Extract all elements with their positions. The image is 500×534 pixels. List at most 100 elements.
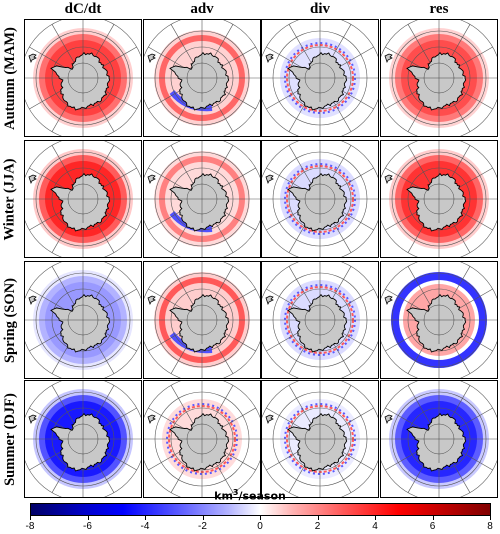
antarctica-landmass: [287, 413, 348, 472]
map-panel-spring-div: [261, 261, 379, 379]
land-graticule: [296, 175, 344, 223]
colorbar-tick: [490, 516, 491, 520]
south-america-tip: [28, 53, 37, 64]
land-graticule: [59, 296, 107, 344]
antarctica-landmass: [287, 52, 348, 111]
land-graticule: [59, 415, 107, 463]
antarctica-landmass: [50, 294, 111, 353]
map-panel-spring-res: [380, 261, 498, 379]
colorbar-tick: [87, 516, 89, 520]
south-america-tip: [28, 174, 37, 185]
land-graticule: [296, 296, 344, 344]
column-header-dcdt: dC/dt: [64, 1, 102, 17]
colorbar-tick-label: 8: [487, 521, 493, 532]
south-america-tip: [147, 295, 156, 306]
south-america-tip: [147, 53, 156, 64]
map-panel-spring-adv: [143, 261, 261, 379]
land-graticule: [415, 175, 463, 223]
antarctica-landmass: [50, 173, 111, 232]
colorbar-tick-label: -4: [140, 521, 150, 532]
polar-map: [262, 141, 378, 257]
colorbar-tick-label: 4: [372, 521, 378, 532]
map-panel-autumn-res: [380, 19, 498, 137]
colorbar-tick-label: 6: [429, 521, 436, 532]
row-header-autumn: Autumn (MAM): [1, 26, 18, 130]
land-graticule: [296, 54, 344, 102]
polar-map: [381, 141, 497, 257]
map-panel-summer-res: [380, 380, 498, 498]
map-panel-summer-div: [261, 380, 379, 498]
polar-map: [144, 381, 260, 497]
antarctica-landmass: [287, 294, 348, 353]
colorbar-tick-label: 0: [257, 521, 263, 532]
south-america-tip: [147, 174, 156, 185]
south-america-tip: [384, 53, 393, 64]
column-header-adv: adv: [190, 1, 214, 17]
land-graticule: [415, 296, 463, 344]
south-america-tip: [265, 174, 274, 185]
polar-map: [381, 20, 497, 136]
land-graticule: [296, 415, 344, 463]
antarctica-landmass: [169, 413, 230, 472]
land-graticule: [59, 54, 107, 102]
south-america-tip: [384, 295, 393, 306]
colorbar-tick-label: -6: [83, 521, 92, 532]
antarctica-landmass: [406, 294, 467, 353]
polar-map: [25, 262, 141, 378]
land-graticule: [178, 415, 226, 463]
polar-map: [144, 262, 260, 378]
land-graticule: [415, 54, 463, 102]
polar-map: [262, 262, 378, 378]
map-panel-winter-adv: [143, 140, 261, 258]
colorbar-title: km3/season: [214, 488, 286, 503]
south-america-tip: [265, 53, 274, 64]
map-panel-winter-res: [380, 140, 498, 258]
colorbar-tick: [432, 516, 434, 520]
map-panel-autumn-div: [261, 19, 379, 137]
south-america-tip: [384, 174, 393, 185]
antarctica-landmass: [50, 52, 111, 111]
column-header-res: res: [429, 1, 449, 17]
antarctica-landmass: [169, 173, 230, 232]
polar-map: [381, 262, 497, 378]
land-graticule: [178, 296, 226, 344]
colorbar-tick: [375, 516, 376, 520]
south-america-tip: [265, 414, 274, 425]
antarctica-landmass: [406, 413, 467, 472]
colorbar-tick: [202, 516, 204, 520]
colorbar-tick-label: -8: [25, 521, 35, 532]
polar-map: [25, 381, 141, 497]
polar-map: [25, 141, 141, 257]
map-panel-winter-div: [261, 140, 379, 258]
antarctica-landmass: [50, 413, 111, 472]
row-header-spring: Spring (SON): [1, 277, 18, 363]
colorbar-tick: [260, 516, 261, 520]
land-graticule: [415, 415, 463, 463]
map-panel-winter-dcdt: [24, 140, 142, 258]
land-graticule: [178, 54, 226, 102]
land-graticule: [59, 175, 107, 223]
land-graticule: [178, 175, 226, 223]
polar-map: [144, 20, 260, 136]
row-header-summer: Summer (DJF): [1, 392, 18, 486]
polar-map: [381, 381, 497, 497]
polar-map: [262, 381, 378, 497]
colorbar: [30, 503, 491, 516]
antarctica-landmass: [169, 52, 230, 111]
column-header-div: div: [309, 1, 330, 17]
south-america-tip: [28, 414, 37, 425]
map-panel-summer-dcdt: [24, 380, 142, 498]
colorbar-tick: [317, 516, 319, 520]
polar-map: [25, 20, 141, 136]
south-america-tip: [384, 414, 393, 425]
colorbar-tick-label: -2: [198, 521, 207, 532]
antarctica-landmass: [287, 173, 348, 232]
antarctica-landmass: [406, 173, 467, 232]
colorbar-tick-label: 2: [314, 521, 321, 532]
polar-map: [144, 141, 260, 257]
row-header-winter: Winter (JJA): [1, 157, 18, 241]
map-panel-summer-adv: [143, 380, 261, 498]
south-america-tip: [147, 414, 156, 425]
antarctica-landmass: [169, 294, 230, 353]
colorbar-tick: [145, 516, 146, 520]
